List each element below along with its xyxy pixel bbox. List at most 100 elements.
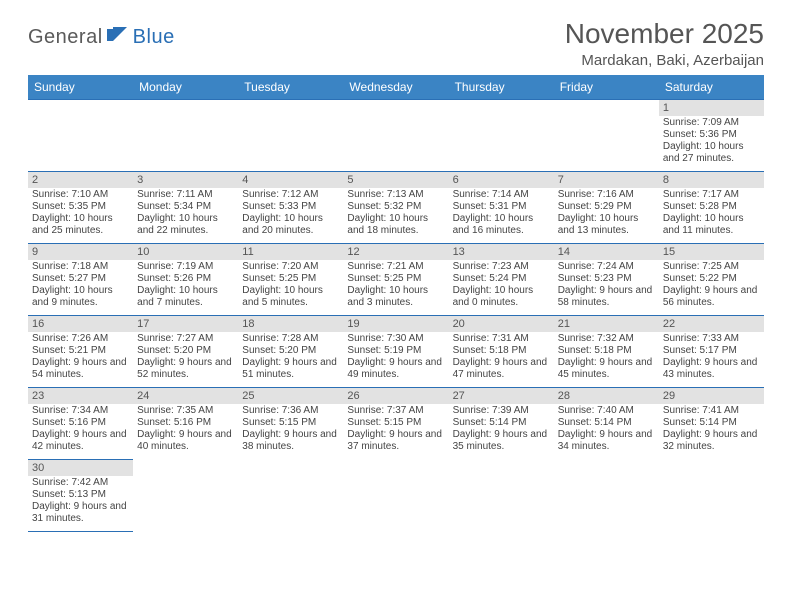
day-number: 4	[238, 172, 343, 188]
daylight-text: Daylight: 10 hours and 27 minutes.	[663, 141, 760, 165]
sunset-text: Sunset: 5:20 PM	[242, 345, 339, 357]
calendar-week-row: 30Sunrise: 7:42 AMSunset: 5:13 PMDayligh…	[28, 460, 764, 532]
daylight-text: Daylight: 10 hours and 5 minutes.	[242, 285, 339, 309]
day-number: 22	[659, 316, 764, 332]
day-number: 11	[238, 244, 343, 260]
day-details: Sunrise: 7:37 AMSunset: 5:15 PMDaylight:…	[343, 404, 448, 455]
sunrise-text: Sunrise: 7:33 AM	[663, 333, 760, 345]
sunset-text: Sunset: 5:15 PM	[347, 417, 444, 429]
sunset-text: Sunset: 5:15 PM	[242, 417, 339, 429]
calendar-day-cell: 16Sunrise: 7:26 AMSunset: 5:21 PMDayligh…	[28, 316, 133, 388]
day-details: Sunrise: 7:41 AMSunset: 5:14 PMDaylight:…	[659, 404, 764, 455]
day-number: 5	[343, 172, 448, 188]
day-details: Sunrise: 7:42 AMSunset: 5:13 PMDaylight:…	[28, 476, 133, 527]
sunrise-text: Sunrise: 7:28 AM	[242, 333, 339, 345]
day-details: Sunrise: 7:11 AMSunset: 5:34 PMDaylight:…	[133, 188, 238, 239]
daylight-text: Daylight: 10 hours and 0 minutes.	[453, 285, 550, 309]
calendar-day-cell	[133, 100, 238, 172]
day-details: Sunrise: 7:18 AMSunset: 5:27 PMDaylight:…	[28, 260, 133, 311]
sunset-text: Sunset: 5:34 PM	[137, 201, 234, 213]
sunrise-text: Sunrise: 7:19 AM	[137, 261, 234, 273]
calendar-day-cell: 3Sunrise: 7:11 AMSunset: 5:34 PMDaylight…	[133, 172, 238, 244]
sunset-text: Sunset: 5:17 PM	[663, 345, 760, 357]
calendar-day-cell	[449, 100, 554, 172]
daylight-text: Daylight: 10 hours and 11 minutes.	[663, 213, 760, 237]
day-number: 21	[554, 316, 659, 332]
calendar-day-cell	[238, 100, 343, 172]
day-number: 30	[28, 460, 133, 476]
logo-text-general: General	[28, 26, 103, 49]
calendar-day-cell	[554, 100, 659, 172]
sunrise-text: Sunrise: 7:27 AM	[137, 333, 234, 345]
sunrise-text: Sunrise: 7:25 AM	[663, 261, 760, 273]
daylight-text: Daylight: 9 hours and 32 minutes.	[663, 429, 760, 453]
calendar-day-cell: 12Sunrise: 7:21 AMSunset: 5:25 PMDayligh…	[343, 244, 448, 316]
weekday-header: Wednesday	[343, 75, 448, 100]
day-number: 1	[659, 100, 764, 116]
day-number: 27	[449, 388, 554, 404]
daylight-text: Daylight: 9 hours and 58 minutes.	[558, 285, 655, 309]
calendar-day-cell	[554, 460, 659, 532]
daylight-text: Daylight: 9 hours and 38 minutes.	[242, 429, 339, 453]
sunset-text: Sunset: 5:29 PM	[558, 201, 655, 213]
weekday-header: Friday	[554, 75, 659, 100]
day-number: 12	[343, 244, 448, 260]
sunset-text: Sunset: 5:27 PM	[32, 273, 129, 285]
calendar-day-cell: 13Sunrise: 7:23 AMSunset: 5:24 PMDayligh…	[449, 244, 554, 316]
sunrise-text: Sunrise: 7:09 AM	[663, 117, 760, 129]
sunrise-text: Sunrise: 7:32 AM	[558, 333, 655, 345]
daylight-text: Daylight: 9 hours and 47 minutes.	[453, 357, 550, 381]
day-details: Sunrise: 7:40 AMSunset: 5:14 PMDaylight:…	[554, 404, 659, 455]
sunset-text: Sunset: 5:18 PM	[558, 345, 655, 357]
day-number: 28	[554, 388, 659, 404]
daylight-text: Daylight: 9 hours and 49 minutes.	[347, 357, 444, 381]
calendar-day-cell: 2Sunrise: 7:10 AMSunset: 5:35 PMDaylight…	[28, 172, 133, 244]
calendar-day-cell: 20Sunrise: 7:31 AMSunset: 5:18 PMDayligh…	[449, 316, 554, 388]
sunset-text: Sunset: 5:16 PM	[32, 417, 129, 429]
logo-text-blue: Blue	[133, 26, 175, 49]
daylight-text: Daylight: 9 hours and 37 minutes.	[347, 429, 444, 453]
sunrise-text: Sunrise: 7:13 AM	[347, 189, 444, 201]
sunrise-text: Sunrise: 7:39 AM	[453, 405, 550, 417]
calendar-day-cell: 4Sunrise: 7:12 AMSunset: 5:33 PMDaylight…	[238, 172, 343, 244]
sunset-text: Sunset: 5:13 PM	[32, 489, 129, 501]
day-number: 8	[659, 172, 764, 188]
day-details: Sunrise: 7:20 AMSunset: 5:25 PMDaylight:…	[238, 260, 343, 311]
day-details: Sunrise: 7:12 AMSunset: 5:33 PMDaylight:…	[238, 188, 343, 239]
day-number: 26	[343, 388, 448, 404]
day-details: Sunrise: 7:19 AMSunset: 5:26 PMDaylight:…	[133, 260, 238, 311]
sunset-text: Sunset: 5:14 PM	[663, 417, 760, 429]
calendar-day-cell: 19Sunrise: 7:30 AMSunset: 5:19 PMDayligh…	[343, 316, 448, 388]
weekday-header: Thursday	[449, 75, 554, 100]
calendar-day-cell: 21Sunrise: 7:32 AMSunset: 5:18 PMDayligh…	[554, 316, 659, 388]
weekday-header: Tuesday	[238, 75, 343, 100]
sunrise-text: Sunrise: 7:23 AM	[453, 261, 550, 273]
daylight-text: Daylight: 10 hours and 25 minutes.	[32, 213, 129, 237]
sunrise-text: Sunrise: 7:21 AM	[347, 261, 444, 273]
sunrise-text: Sunrise: 7:31 AM	[453, 333, 550, 345]
sunrise-text: Sunrise: 7:10 AM	[32, 189, 129, 201]
day-details: Sunrise: 7:39 AMSunset: 5:14 PMDaylight:…	[449, 404, 554, 455]
calendar-day-cell: 25Sunrise: 7:36 AMSunset: 5:15 PMDayligh…	[238, 388, 343, 460]
calendar-day-cell: 23Sunrise: 7:34 AMSunset: 5:16 PMDayligh…	[28, 388, 133, 460]
calendar-day-cell: 17Sunrise: 7:27 AMSunset: 5:20 PMDayligh…	[133, 316, 238, 388]
sunrise-text: Sunrise: 7:40 AM	[558, 405, 655, 417]
daylight-text: Daylight: 10 hours and 7 minutes.	[137, 285, 234, 309]
day-number: 15	[659, 244, 764, 260]
sunset-text: Sunset: 5:25 PM	[347, 273, 444, 285]
sunset-text: Sunset: 5:20 PM	[137, 345, 234, 357]
sunset-text: Sunset: 5:24 PM	[453, 273, 550, 285]
sunset-text: Sunset: 5:16 PM	[137, 417, 234, 429]
calendar-day-cell: 18Sunrise: 7:28 AMSunset: 5:20 PMDayligh…	[238, 316, 343, 388]
daylight-text: Daylight: 9 hours and 51 minutes.	[242, 357, 339, 381]
sunrise-text: Sunrise: 7:12 AM	[242, 189, 339, 201]
day-details: Sunrise: 7:32 AMSunset: 5:18 PMDaylight:…	[554, 332, 659, 383]
sunset-text: Sunset: 5:18 PM	[453, 345, 550, 357]
sunrise-text: Sunrise: 7:18 AM	[32, 261, 129, 273]
day-number: 6	[449, 172, 554, 188]
day-details: Sunrise: 7:30 AMSunset: 5:19 PMDaylight:…	[343, 332, 448, 383]
logo: General Blue	[28, 26, 175, 49]
weekday-header-row: Sunday Monday Tuesday Wednesday Thursday…	[28, 75, 764, 100]
day-number: 25	[238, 388, 343, 404]
day-details: Sunrise: 7:10 AMSunset: 5:35 PMDaylight:…	[28, 188, 133, 239]
